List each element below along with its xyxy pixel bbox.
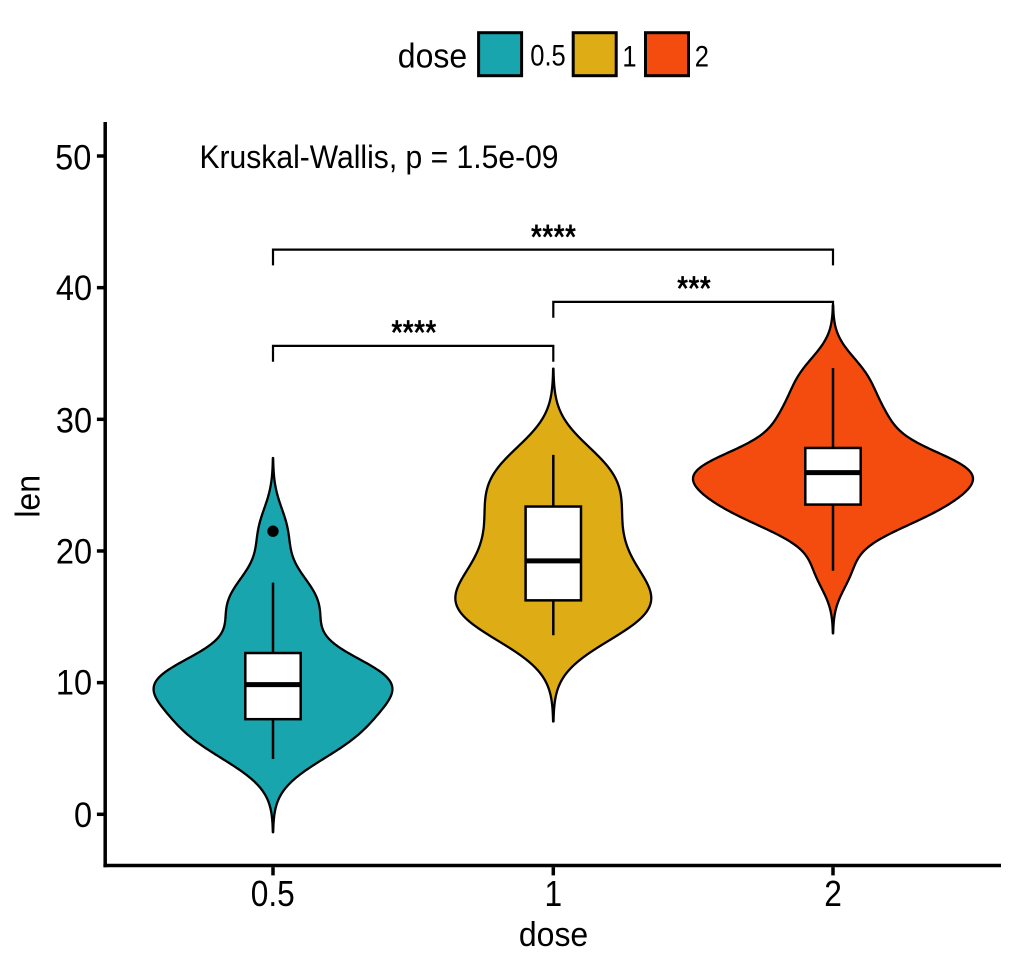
svg-text:20: 20: [56, 532, 92, 571]
svg-text:dose: dose: [519, 915, 588, 953]
svg-text:10: 10: [56, 664, 92, 703]
svg-text:40: 40: [56, 269, 92, 308]
svg-text:50: 50: [55, 138, 91, 177]
svg-text:0.5: 0.5: [530, 39, 565, 72]
svg-text:1: 1: [622, 39, 636, 72]
svg-text:2: 2: [695, 39, 709, 72]
svg-text:0.5: 0.5: [251, 874, 295, 914]
svg-text:2: 2: [824, 874, 842, 914]
svg-text:30: 30: [56, 401, 92, 440]
svg-text:1: 1: [544, 874, 562, 914]
svg-text:dose: dose: [398, 36, 467, 74]
svg-text:len: len: [9, 475, 47, 518]
svg-text:0: 0: [74, 796, 92, 835]
svg-text:Kruskal-Wallis, p = 1.5e-09: Kruskal-Wallis, p = 1.5e-09: [199, 139, 558, 175]
